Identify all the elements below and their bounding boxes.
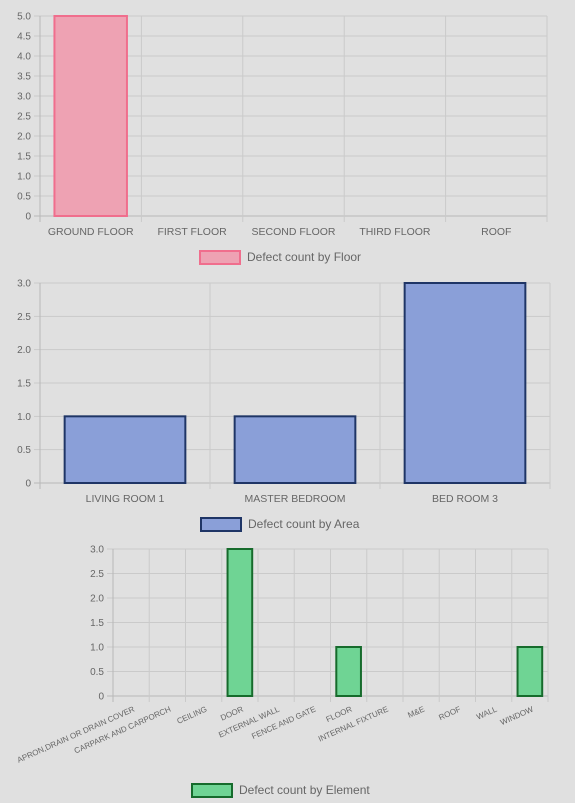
x-tick-label: M&E [406,705,426,720]
legend-swatch [199,250,241,265]
bar [53,15,128,217]
y-tick-label: 3.0 [90,545,104,556]
x-tick-label: FENCE AND GATE [250,705,317,741]
bars [226,548,544,697]
legend: Defect count by Area [200,517,360,532]
legend: Defect count by Element [191,783,370,798]
y-tick-label: 1.5 [17,379,31,390]
bar [516,646,544,697]
x-tick-label: BED ROOM 3 [432,493,498,505]
bar [226,548,254,697]
x-tick-label: ROOF [437,705,462,723]
y-tick-label: 1.5 [90,618,104,629]
y-tick-label: 5.0 [17,12,31,23]
y-tick-label: 2.5 [90,569,104,580]
y-tick-label: 4.5 [17,32,31,43]
axes: 3.0 2.5 2.0 1.5 1.0 0.5 0 LIVING ROOM 1 MASTER B… [17,279,498,506]
y-tick-label: 0.5 [17,445,31,456]
y-tick-label: 2.0 [90,594,104,605]
floor-defect-chart: 5.0 4.5 4.0 3.5 3.0 2.5 2.0 1.5 1.0 0.5 0 GROUND FL… [17,12,548,265]
axes: 5.0 4.5 4.0 3.5 3.0 2.5 2.0 1.5 1.0 0.5 0 GROUND FL… [17,12,511,239]
grid [107,548,549,702]
y-tick-label: 1.0 [90,643,104,654]
y-tick-label: 3.0 [17,92,31,103]
bar [335,646,362,697]
x-tick-label: THIRD FLOOR [359,226,431,238]
bars [63,282,527,485]
legend: Defect count by Floor [199,250,361,265]
y-tick-label: 2.5 [17,112,31,123]
y-tick-label: 2.0 [17,132,31,143]
x-tick-label: WINDOW [499,704,535,727]
y-tick-label: 0.5 [90,667,104,678]
x-tick-label: ROOF [481,226,511,238]
x-tick-label: CEILING [176,705,209,726]
y-tick-label: 1.0 [17,172,31,183]
y-tick-label: 0 [25,479,31,490]
y-tick-label: 3.0 [17,279,31,290]
x-tick-label: WALL [475,704,499,721]
x-tick-label: FIRST FLOOR [157,226,227,238]
y-tick-label: 4.0 [17,52,31,63]
x-tick-label: SECOND FLOOR [251,226,335,238]
legend-label: Defect count by Element [239,783,370,797]
x-tick-label: LIVING ROOM 1 [86,493,165,505]
x-tick-label: MASTER BEDROOM [245,493,346,505]
y-tick-label: 3.5 [17,72,31,83]
bar [403,282,527,484]
bars [53,15,128,217]
y-tick-label: 2.0 [17,345,31,356]
y-tick-label: 2.5 [17,312,31,323]
legend-swatch [191,783,233,798]
bar [233,415,357,485]
legend-label: Defect count by Floor [247,250,361,264]
y-tick-label: 0.5 [17,192,31,203]
y-tick-label: 1.5 [17,152,31,163]
area-defect-chart: 3.0 2.5 2.0 1.5 1.0 0.5 0 LIVING ROOM 1 MASTER B… [17,279,551,532]
legend-label: Defect count by Area [248,517,360,531]
legend-swatch [200,517,242,532]
y-tick-label: 1.0 [17,412,31,423]
y-tick-label: 0 [98,692,104,703]
x-tick-label: GROUND FLOOR [48,226,134,238]
y-tick-label: 0 [25,212,31,223]
bar [63,415,187,485]
x-tick-label: EXTERNAL WALL [217,704,281,739]
